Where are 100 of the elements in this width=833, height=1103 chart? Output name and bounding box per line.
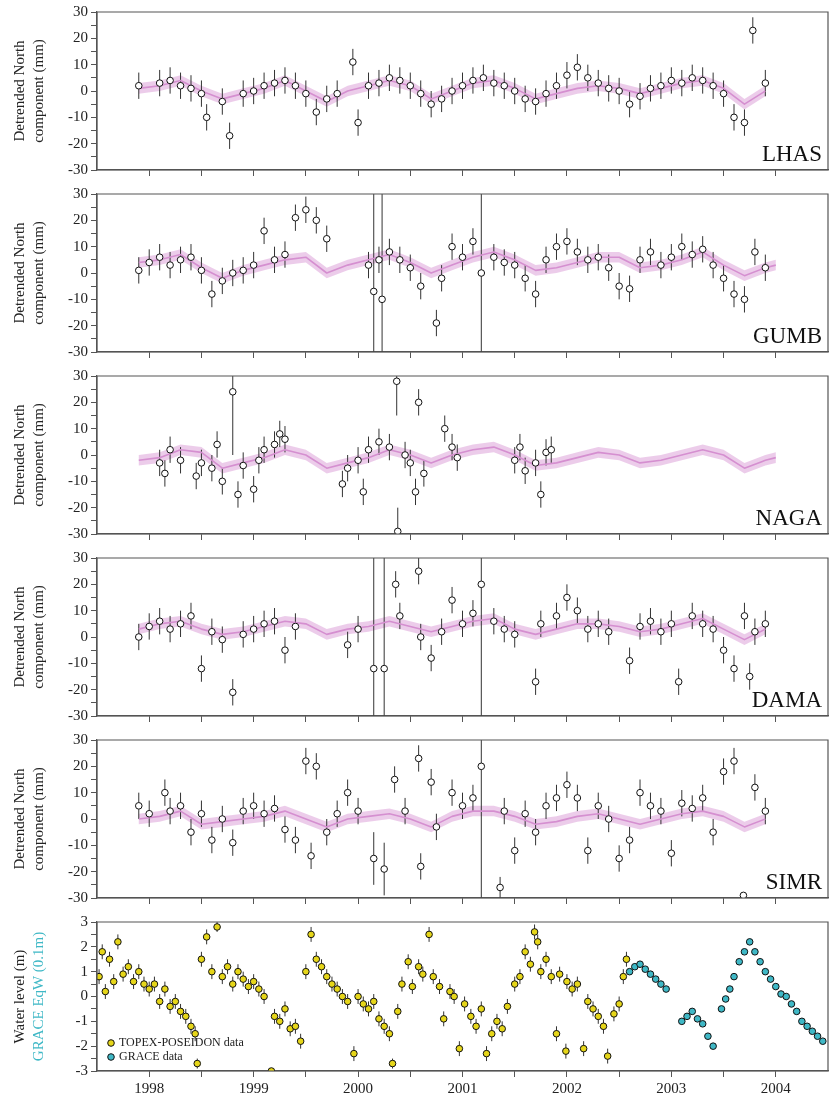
point xyxy=(385,74,394,82)
point xyxy=(479,74,488,82)
point xyxy=(396,256,404,264)
annotation: LHAS xyxy=(761,140,822,166)
point xyxy=(354,118,362,127)
y-tick-label: 0 xyxy=(80,809,88,826)
point xyxy=(469,609,477,618)
point xyxy=(270,256,279,264)
y-tick-label: 10 xyxy=(73,783,88,800)
point xyxy=(155,79,164,87)
point xyxy=(134,266,143,275)
point xyxy=(260,445,268,454)
y-tick-label: -20 xyxy=(68,680,88,697)
point xyxy=(745,672,754,681)
point xyxy=(281,76,289,85)
point xyxy=(448,87,456,95)
point xyxy=(427,654,435,662)
point xyxy=(239,89,247,98)
point xyxy=(808,1027,817,1036)
point xyxy=(208,464,216,472)
point xyxy=(537,490,545,499)
point xyxy=(646,617,655,625)
y-tick-label: 0 xyxy=(80,627,88,644)
point xyxy=(636,92,644,101)
point xyxy=(364,445,373,454)
point xyxy=(234,490,242,499)
point xyxy=(249,261,258,269)
point xyxy=(416,282,425,290)
point xyxy=(625,100,634,108)
point xyxy=(552,612,561,620)
x-tick-label: 2003 xyxy=(656,1079,687,1096)
point xyxy=(364,261,373,269)
point xyxy=(698,245,707,254)
point xyxy=(636,960,644,969)
point xyxy=(730,290,738,298)
point xyxy=(359,488,368,496)
point xyxy=(510,261,519,269)
point xyxy=(291,81,300,90)
point xyxy=(500,625,509,633)
point xyxy=(521,274,529,283)
point xyxy=(176,81,185,90)
point xyxy=(771,982,780,991)
point xyxy=(798,1017,806,1026)
point xyxy=(646,84,655,93)
y-tick-label: 30 xyxy=(73,366,88,383)
point xyxy=(531,459,540,467)
point xyxy=(641,965,650,973)
point xyxy=(803,1022,811,1031)
y-tick-label: -10 xyxy=(68,108,88,125)
point xyxy=(604,263,613,272)
point xyxy=(385,248,394,256)
point xyxy=(469,237,477,246)
point xyxy=(437,627,446,636)
point xyxy=(740,295,749,304)
point xyxy=(249,87,258,95)
point xyxy=(458,620,467,628)
x-tick-label: 2004 xyxy=(760,1079,792,1096)
point xyxy=(625,967,634,976)
point xyxy=(420,469,428,478)
point xyxy=(698,620,707,628)
point xyxy=(416,89,425,98)
y-tick-label: 0 xyxy=(80,263,88,280)
point xyxy=(646,248,655,256)
point xyxy=(604,627,613,636)
point xyxy=(726,985,734,993)
point xyxy=(437,274,446,283)
point xyxy=(542,256,550,264)
point xyxy=(375,256,383,264)
annotation: DAMA xyxy=(751,686,823,712)
legend-label: TOPEX-POSEIDON data xyxy=(119,1035,245,1050)
point xyxy=(563,71,571,79)
point xyxy=(625,656,634,665)
point xyxy=(615,282,623,290)
point xyxy=(584,74,592,82)
point xyxy=(239,630,247,639)
point xyxy=(721,995,730,1003)
point xyxy=(302,206,310,214)
x-tick-label: 1999 xyxy=(238,1079,269,1096)
point xyxy=(385,443,394,451)
point xyxy=(270,440,279,449)
point xyxy=(698,76,707,85)
point xyxy=(657,980,665,988)
point xyxy=(393,527,402,534)
point xyxy=(683,1012,691,1021)
point xyxy=(349,58,357,66)
point xyxy=(542,89,550,98)
point xyxy=(719,274,728,283)
point xyxy=(411,488,420,496)
point xyxy=(490,79,498,87)
y-tick-label: -10 xyxy=(68,836,88,853)
point xyxy=(312,108,321,116)
point xyxy=(531,677,540,686)
point xyxy=(761,967,770,976)
point xyxy=(531,97,540,106)
point xyxy=(338,480,347,488)
point xyxy=(414,398,423,407)
point xyxy=(208,290,216,298)
point xyxy=(766,975,775,983)
point xyxy=(730,664,738,673)
point xyxy=(134,81,143,90)
